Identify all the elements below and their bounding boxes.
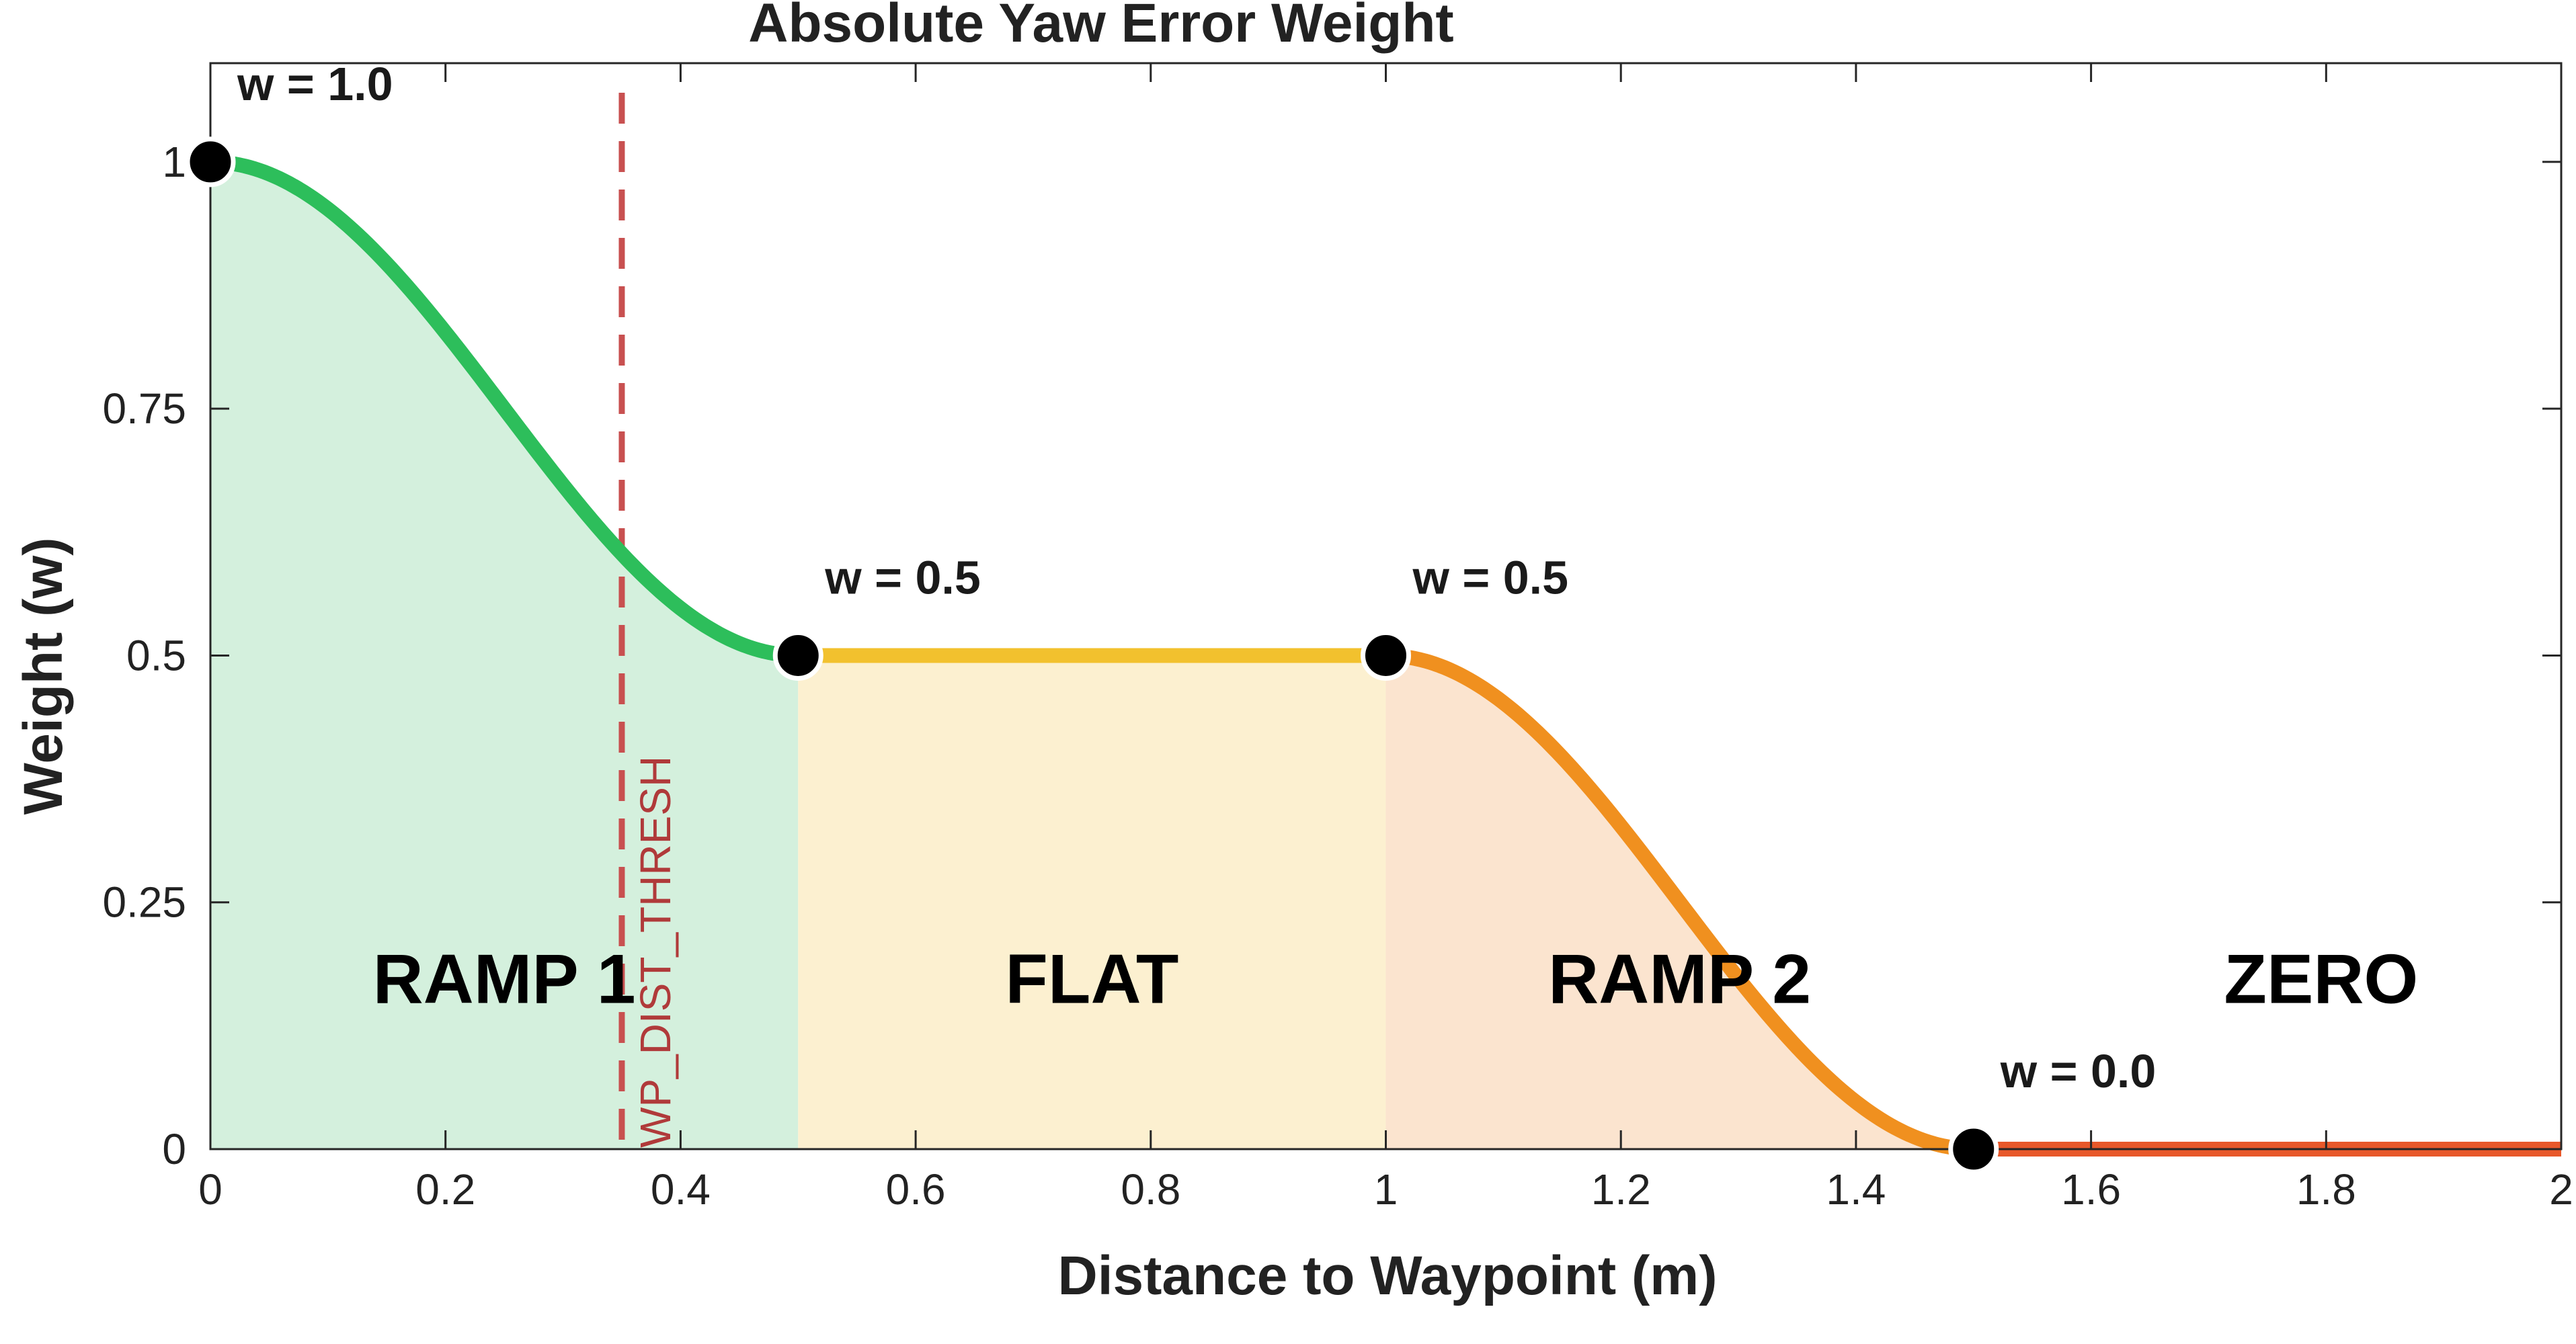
region-label-1: RAMP 1 bbox=[373, 941, 636, 1019]
key-point-label: w = 1.0 bbox=[237, 58, 393, 110]
y-tick-label: 0.75 bbox=[102, 384, 186, 433]
x-tick-label: 0.2 bbox=[415, 1165, 475, 1214]
key-point-marker bbox=[1361, 630, 1411, 681]
x-axis-label: Distance to Waypoint (m) bbox=[1058, 1245, 1718, 1306]
x-tick-label: 1.8 bbox=[2296, 1165, 2356, 1214]
key-point-marker bbox=[1948, 1124, 1999, 1175]
region-label-3: RAMP 2 bbox=[1548, 941, 1811, 1019]
x-tick-label: 1.6 bbox=[2061, 1165, 2121, 1214]
axes: 0 0.2 0.4 0.6 0.8 1 1.2 1.4 1.6 1.8 2 0 0.25 0.5 0.75… bbox=[102, 62, 2573, 1214]
x-tick-label: 1.4 bbox=[1826, 1165, 1886, 1214]
region-labels: RAMP 1 FLAT RAMP 2 ZERO bbox=[373, 941, 2419, 1019]
x-tick-label: 1.2 bbox=[1591, 1165, 1651, 1214]
x-tick-label: 2 bbox=[2549, 1165, 2573, 1214]
threshold-label: WP_DIST_THRESH bbox=[631, 756, 680, 1148]
x-tick-label: 0.4 bbox=[651, 1165, 711, 1214]
region-fill-2 bbox=[798, 655, 1386, 1149]
y-tick-label: 0.25 bbox=[102, 878, 186, 927]
x-tick-label: 1 bbox=[1374, 1165, 1398, 1214]
curve-segment-1 bbox=[208, 154, 801, 663]
key-point-marker bbox=[185, 136, 236, 187]
chart-title: Absolute Yaw Error Weight bbox=[748, 0, 1454, 54]
region-label-4: ZERO bbox=[2224, 941, 2418, 1019]
key-point-label: w = 0.0 bbox=[2000, 1045, 2157, 1097]
threshold-layer: WP_DIST_THRESH bbox=[618, 93, 680, 1149]
y-tick-label: 0 bbox=[162, 1125, 186, 1173]
key-point-label: w = 0.5 bbox=[824, 551, 981, 603]
y-axis-label: Weight (w) bbox=[13, 538, 74, 815]
x-axis-ticks: 0 0.2 0.4 0.6 0.8 1 1.2 1.4 1.6 1.8 2 bbox=[198, 63, 2573, 1214]
key-point-label: w = 0.5 bbox=[1412, 551, 1569, 603]
key-points: w = 1.0 w = 0.5 w = 0.5 w = 0.0 bbox=[185, 58, 2157, 1175]
key-point-marker bbox=[772, 630, 823, 681]
x-tick-label: 0.8 bbox=[1121, 1165, 1180, 1214]
curve-segment-3 bbox=[1383, 648, 1976, 1157]
region-fill-1 bbox=[210, 161, 799, 1149]
y-tick-label: 0.5 bbox=[126, 631, 186, 679]
x-tick-label: 0.6 bbox=[886, 1165, 946, 1214]
y-axis-ticks: 0 0.25 0.5 0.75 1 bbox=[102, 138, 2561, 1173]
x-tick-label: 0 bbox=[198, 1165, 223, 1214]
y-tick-label: 1 bbox=[162, 138, 186, 186]
region-label-2: FLAT bbox=[1005, 941, 1178, 1019]
